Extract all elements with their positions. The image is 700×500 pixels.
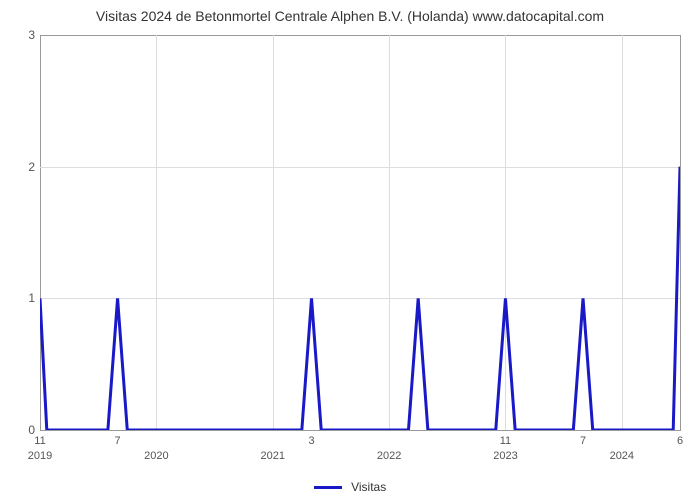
chart-container: Visitas 2024 de Betonmortel Centrale Alp…: [0, 0, 700, 500]
legend-label: Visitas: [351, 480, 386, 494]
x-axis: [40, 430, 680, 431]
legend: Visitas: [0, 480, 700, 494]
series-line: [40, 167, 680, 430]
chart-title: Visitas 2024 de Betonmortel Centrale Alp…: [0, 8, 700, 24]
line-plot: [40, 35, 680, 430]
legend-swatch: [314, 486, 342, 489]
